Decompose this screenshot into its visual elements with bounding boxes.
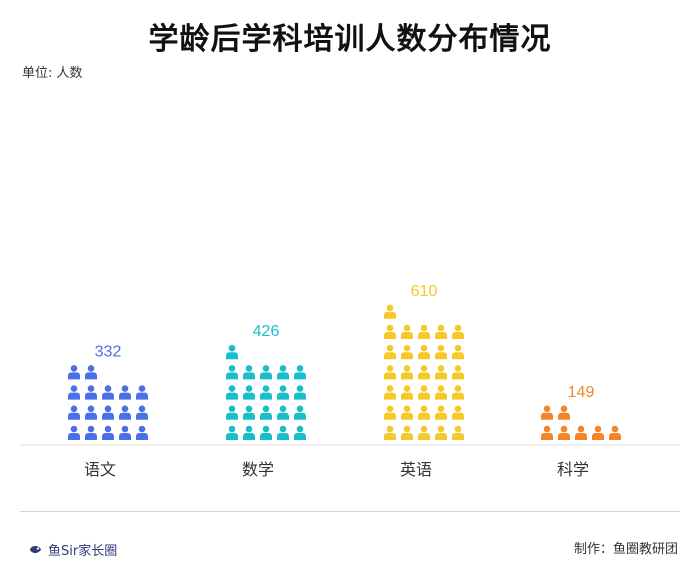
person-icon [102,385,114,400]
person-icon [435,385,447,400]
person-icon [68,405,80,420]
person-icon [384,365,396,380]
person-icon [558,405,570,420]
credit-text: 制作：鱼圈教研团 [573,542,678,557]
person-icon [260,385,272,400]
person-icon [243,385,255,400]
person-icon [85,385,97,400]
person-icon [452,365,464,380]
person-icon [452,385,464,400]
person-icon [401,324,413,339]
pictogram-chart: 332 语文 426 数学 610 英语 149 科学 [20,283,680,479]
bar-科学 [541,405,621,440]
brand-logo[interactable]: 鱼Sir家长圈 [28,540,117,559]
person-icon [452,405,464,420]
category-label: 英语 [400,460,432,479]
person-icon [452,344,464,360]
person-icon [384,385,396,400]
unit-label: 单位: 人数 [22,66,83,81]
person-icon [277,365,289,380]
person-icon [294,425,306,440]
person-icon [435,425,447,440]
person-icon [384,344,396,360]
person-icon [452,324,464,339]
chart-title: 学龄后学科培训人数分布情况 [148,22,552,57]
person-icon [226,385,238,400]
person-icon [85,425,97,440]
person-icon [68,365,80,380]
person-icon [452,425,464,440]
person-icon [418,344,430,360]
person-icon [260,425,272,440]
person-icon [418,405,430,420]
person-icon [609,425,621,440]
person-icon [401,344,413,360]
person-icon [102,405,114,420]
person-icon [592,425,604,440]
person-icon [226,344,238,360]
person-icon [243,365,255,380]
person-icon [384,304,396,319]
person-icon [294,385,306,400]
value-label: 332 [95,343,122,360]
person-icon [418,385,430,400]
person-icon [435,344,447,360]
person-icon [401,425,413,440]
person-icon [119,405,131,420]
category-label: 语文 [84,460,116,479]
person-icon [575,425,587,440]
person-icon [384,425,396,440]
person-icon [435,365,447,380]
person-icon [541,405,553,420]
person-icon [260,365,272,380]
category-label: 数学 [242,460,274,479]
value-label: 610 [411,283,438,300]
person-icon [401,385,413,400]
person-icon [85,365,97,380]
person-icon [401,405,413,420]
person-icon [119,425,131,440]
person-icon [102,425,114,440]
person-icon [226,365,238,380]
person-icon [435,405,447,420]
person-icon [85,405,97,420]
person-icon [136,405,148,420]
person-icon [119,385,131,400]
person-icon [418,425,430,440]
person-icon [294,405,306,420]
bar-数学 [226,344,306,440]
category-label: 科学 [557,460,589,479]
person-icon [243,425,255,440]
person-icon [418,324,430,339]
person-icon [277,425,289,440]
person-icon [243,405,255,420]
person-icon [226,425,238,440]
person-icon [558,425,570,440]
person-icon [384,405,396,420]
bar-语文 [68,365,148,440]
person-icon [277,405,289,420]
person-icon [401,365,413,380]
footer-divider [20,511,680,512]
bar-英语 [384,304,464,440]
value-label: 426 [253,323,280,340]
person-icon [435,324,447,339]
person-icon [541,425,553,440]
value-label: 149 [568,384,595,401]
person-icon [418,365,430,380]
person-icon [68,425,80,440]
person-icon [277,385,289,400]
person-icon [294,365,306,380]
brand-name: 鱼Sir家长圈 [48,544,118,559]
person-icon [136,425,148,440]
person-icon [384,324,396,339]
person-icon [226,405,238,420]
fish-logo-icon [29,545,42,554]
person-icon [260,405,272,420]
person-icon [68,385,80,400]
person-icon [136,385,148,400]
